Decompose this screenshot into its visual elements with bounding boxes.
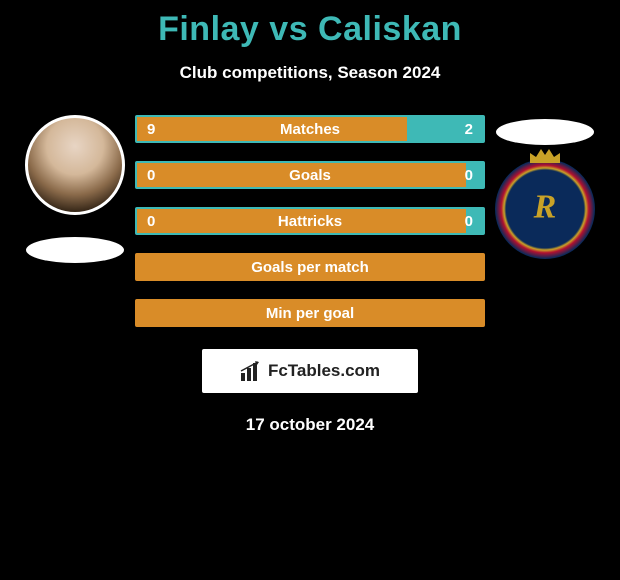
crown-icon [528, 147, 562, 163]
bars-icon [240, 361, 262, 381]
stat-row: 0 0 Hattricks [135, 207, 485, 235]
player-left-avatar [25, 115, 125, 215]
stat-value-right: 2 [465, 121, 473, 138]
stat-row: 0 0 Goals [135, 161, 485, 189]
stat-value-right: 0 [465, 167, 473, 184]
subtitle: Club competitions, Season 2024 [180, 63, 441, 83]
comparison-row: 9 2 Matches 0 0 Goals 0 0 Hattricks Goals per mat… [0, 111, 620, 327]
player-left-club-badge [26, 237, 124, 263]
player-right-crest [495, 159, 595, 259]
stat-label: Matches [280, 121, 340, 138]
stat-label: Goals per match [251, 259, 369, 276]
stat-value-right: 0 [465, 213, 473, 230]
stat-value-left: 0 [147, 167, 155, 184]
player-left-col [15, 111, 135, 263]
stats-bars: 9 2 Matches 0 0 Goals 0 0 Hattricks Goals per mat… [135, 115, 485, 327]
stat-label: Hattricks [278, 213, 342, 230]
player-right-club-badge [496, 119, 594, 145]
stat-value-left: 9 [147, 121, 155, 138]
page-title: Finlay vs Caliskan [158, 10, 462, 49]
stat-row: Goals per match [135, 253, 485, 281]
stat-row: 9 2 Matches [135, 115, 485, 143]
stat-fill-left [137, 117, 407, 141]
source-logo: FcTables.com [202, 349, 418, 393]
stat-label: Goals [289, 167, 331, 184]
stat-row: Min per goal [135, 299, 485, 327]
stat-value-left: 0 [147, 213, 155, 230]
player-right-col [485, 111, 605, 259]
date-text: 17 october 2024 [246, 415, 375, 435]
stat-label: Min per goal [266, 305, 354, 322]
logo-text: FcTables.com [268, 361, 380, 381]
